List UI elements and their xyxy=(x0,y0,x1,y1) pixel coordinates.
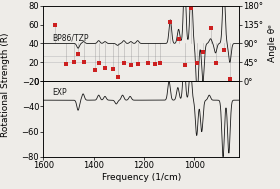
Text: Rotational Strength (R): Rotational Strength (R) xyxy=(1,33,10,137)
Text: BP86/TZP: BP86/TZP xyxy=(52,33,89,42)
Point xyxy=(72,61,76,64)
Point xyxy=(81,61,86,64)
Point xyxy=(110,67,115,70)
Y-axis label: Angle θᵉ: Angle θᵉ xyxy=(268,24,277,63)
Point xyxy=(228,78,232,81)
Point xyxy=(115,76,120,79)
Point xyxy=(64,62,68,65)
Text: EXP: EXP xyxy=(52,88,67,97)
Point xyxy=(176,38,181,41)
Point xyxy=(168,21,172,24)
X-axis label: Frequency (1/cm): Frequency (1/cm) xyxy=(102,173,181,182)
Point xyxy=(103,66,107,69)
Point xyxy=(182,64,187,67)
Point xyxy=(208,26,213,29)
Point xyxy=(189,6,193,9)
Point xyxy=(52,23,57,26)
Point xyxy=(153,63,157,66)
Point xyxy=(76,53,80,56)
Point xyxy=(195,62,199,65)
Point xyxy=(96,62,101,65)
Point xyxy=(136,62,140,65)
Point xyxy=(213,62,218,65)
Point xyxy=(145,62,150,65)
Point xyxy=(221,48,226,51)
Point xyxy=(93,68,97,71)
Point xyxy=(122,62,126,65)
Point xyxy=(158,62,162,65)
Point xyxy=(201,50,205,53)
Point xyxy=(129,64,133,67)
